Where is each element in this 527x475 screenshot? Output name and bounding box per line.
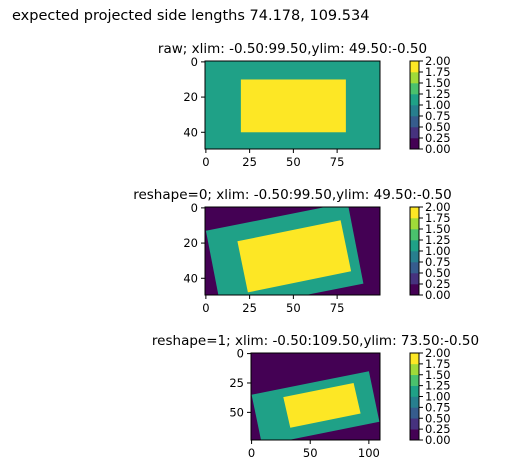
subplot-reshape1-colorbar-segment xyxy=(410,374,419,386)
subplot-raw-xtick-label: 25 xyxy=(242,155,257,169)
subplot-reshape1-colorbar-tick-label: 1.25 xyxy=(425,379,451,393)
subplot-reshape1-colorbar-segment xyxy=(410,385,419,397)
subplot-raw-frame xyxy=(204,60,381,150)
subplot-reshape0-colorbar-tick-label: 1.75 xyxy=(425,211,451,225)
subplot-reshape1-colorbar-segment xyxy=(410,407,419,419)
subplot-reshape0-colorbar-segment xyxy=(410,218,419,230)
subplot-reshape1-colorbar-tick-label: 1.00 xyxy=(425,390,451,404)
subplot-raw-xtick-label: 75 xyxy=(330,155,345,169)
subplot-reshape1-colorbar-tick-label: 1.50 xyxy=(425,368,451,382)
subplot-reshape0-x-ticks: 0 25 50 75 xyxy=(202,295,344,315)
subplot-reshape1-ytick-label: 0 xyxy=(237,347,244,361)
subplot-reshape1: reshape=1; xlim: -0.50:109.50,ylim: 73.5… xyxy=(152,333,479,460)
subplot-reshape0-region-1 xyxy=(237,220,352,293)
subplot-reshape1-colorbar: 0.000.250.500.751.001.251.501.752.00 xyxy=(409,346,451,447)
subplot-reshape0-ytick-label: 20 xyxy=(183,236,198,250)
subplot-reshape0: reshape=0; xlim: -0.50:99.50,ylim: 49.50… xyxy=(133,187,452,315)
subplot-reshape1-frame xyxy=(250,352,381,441)
subplot-reshape0-colorbar-segment xyxy=(410,284,419,296)
subplot-reshape0-colorbar-tick-label: 0.50 xyxy=(425,266,451,280)
subplot-raw-y-ticks: 0 20 40 xyxy=(183,55,205,139)
subplot-raw-colorbar-tick-label: 2.00 xyxy=(425,54,451,68)
subplot-reshape0-colorbar-tick-label: 0.75 xyxy=(425,255,451,269)
subplot-reshape0-colorbar-tick-label: 2.00 xyxy=(425,200,451,214)
subplot-raw-colorbar-tick-label: 1.25 xyxy=(425,87,451,101)
subplot-reshape1-image xyxy=(251,353,380,440)
subplot-raw-x-ticks: 0 25 50 75 xyxy=(202,149,344,169)
subplot-reshape1-x-ticks: 0 50 100 xyxy=(248,440,380,460)
subplot-reshape0-y-ticks: 0 20 40 xyxy=(183,201,205,285)
subplot-raw-colorbar-tick-label: 0.00 xyxy=(425,142,451,156)
subplot-reshape0-colorbar-tick-label: 0.00 xyxy=(425,288,451,302)
subplot-reshape0-frame xyxy=(204,206,381,296)
subplot-reshape1-colorbar-segment xyxy=(410,418,419,430)
subplot-reshape0-colorbar-tick-label: 0.25 xyxy=(425,277,451,291)
subplot-raw-colorbar-segment xyxy=(410,105,419,117)
subplot-raw-colorbar-segment xyxy=(410,94,419,106)
subplot-reshape1-colorbar-segment xyxy=(410,429,419,441)
subplot-raw: raw; xlim: -0.50:99.50,ylim: 49.50:-0.50… xyxy=(158,41,451,169)
subplot-raw-colorbar-tick-label: 0.75 xyxy=(425,109,451,123)
subplot-reshape0-xtick-label: 25 xyxy=(242,301,257,315)
figure-suptitle: expected projected side lengths 74.178, … xyxy=(12,8,369,24)
subplot-raw-colorbar-segment xyxy=(410,61,419,73)
subplot-raw-xtick-label: 50 xyxy=(286,155,301,169)
subplot-reshape0-colorbar-tick-label: 1.25 xyxy=(425,233,451,247)
subplot-reshape0-colorbar-segment xyxy=(410,262,419,274)
subplot-reshape1-xtick-label: 100 xyxy=(358,446,380,460)
subplot-raw-colorbar-segment xyxy=(410,138,419,150)
subplot-raw-colorbar-tick-label: 1.00 xyxy=(425,98,451,112)
subplot-reshape1-colorbar-segment xyxy=(410,363,419,376)
subplot-raw-colorbar-segment xyxy=(410,127,419,139)
subplot-raw-region-0 xyxy=(240,79,346,133)
subplot-reshape1-colorbar-tick-label: 0.25 xyxy=(425,422,451,436)
subplot-reshape1-colorbar-segment xyxy=(410,353,419,365)
subplot-reshape0-ytick-label: 40 xyxy=(183,271,198,285)
subplot-raw-colorbar-tick-label: 0.50 xyxy=(425,120,451,134)
subplot-reshape0-ytick-label: 0 xyxy=(191,201,198,215)
subplot-raw-colorbar-segment xyxy=(410,72,419,84)
subplot-raw-ytick-label: 20 xyxy=(183,90,198,104)
subplot-reshape1-colorbar-tick-label: 0.00 xyxy=(425,433,451,447)
subplot-raw-colorbar-tick-label: 1.50 xyxy=(425,76,451,90)
subplot-reshape1-region-1 xyxy=(283,383,361,428)
subplot-reshape1-xtick-label: 50 xyxy=(303,446,318,460)
subplot-reshape0-xtick-label: 50 xyxy=(286,301,301,315)
subplot-raw-colorbar-tick-label: 0.25 xyxy=(425,131,451,145)
subplot-raw-title: raw; xlim: -0.50:99.50,ylim: 49.50:-0.50 xyxy=(158,41,427,57)
subplot-reshape1-xtick-label: 0 xyxy=(248,446,255,460)
subplot-reshape0-colorbar-tick-label: 1.00 xyxy=(425,244,451,258)
subplot-reshape0-xtick-label: 75 xyxy=(330,301,345,315)
subplot-reshape0-colorbar-segment xyxy=(410,207,419,219)
subplot-reshape1-ytick-label: 50 xyxy=(229,405,244,419)
subplot-reshape0-colorbar-segment xyxy=(410,273,419,285)
subplot-reshape0-xtick-label: 0 xyxy=(202,301,209,315)
subplot-reshape0-title: reshape=0; xlim: -0.50:99.50,ylim: 49.50… xyxy=(133,187,452,203)
subplot-raw-colorbar-segment xyxy=(410,116,419,128)
subplot-raw-ytick-label: 40 xyxy=(183,125,198,139)
subplot-reshape1-colorbar-segment xyxy=(410,396,419,408)
subplot-raw-colorbar: 0.000.250.500.751.001.251.501.752.00 xyxy=(409,54,451,156)
subplot-reshape1-colorbar-tick-label: 0.75 xyxy=(425,400,451,414)
subplot-reshape1-colorbar-tick-label: 1.75 xyxy=(425,357,451,371)
subplot-reshape0-colorbar-segment xyxy=(410,240,419,252)
subplot-reshape0-colorbar-tick-label: 1.50 xyxy=(425,222,451,236)
subplot-raw-colorbar-tick-label: 1.75 xyxy=(425,65,451,79)
subplot-reshape0-image xyxy=(205,207,380,295)
subplot-raw-ytick-label: 0 xyxy=(191,55,198,69)
subplot-reshape1-y-ticks: 0 25 50 xyxy=(229,347,251,419)
subplot-reshape1-colorbar-tick-label: 2.00 xyxy=(425,346,451,360)
subplot-reshape1-title: reshape=1; xlim: -0.50:109.50,ylim: 73.5… xyxy=(152,333,479,349)
subplot-reshape0-colorbar-segment xyxy=(410,229,419,241)
subplot-reshape1-ytick-label: 25 xyxy=(229,376,244,390)
subplot-raw-xtick-label: 0 xyxy=(202,155,209,169)
subplot-raw-colorbar-segment xyxy=(410,83,419,95)
subplot-reshape1-colorbar-tick-label: 0.50 xyxy=(425,411,451,425)
subplot-reshape0-colorbar: 0.000.250.500.751.001.251.501.752.00 xyxy=(409,200,451,302)
subplot-reshape0-colorbar-segment xyxy=(410,251,419,263)
subplot-raw-image xyxy=(205,61,380,149)
